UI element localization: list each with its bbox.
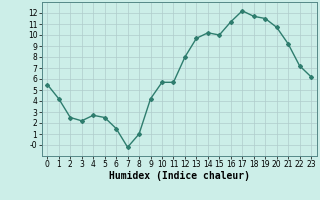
X-axis label: Humidex (Indice chaleur): Humidex (Indice chaleur): [109, 171, 250, 181]
